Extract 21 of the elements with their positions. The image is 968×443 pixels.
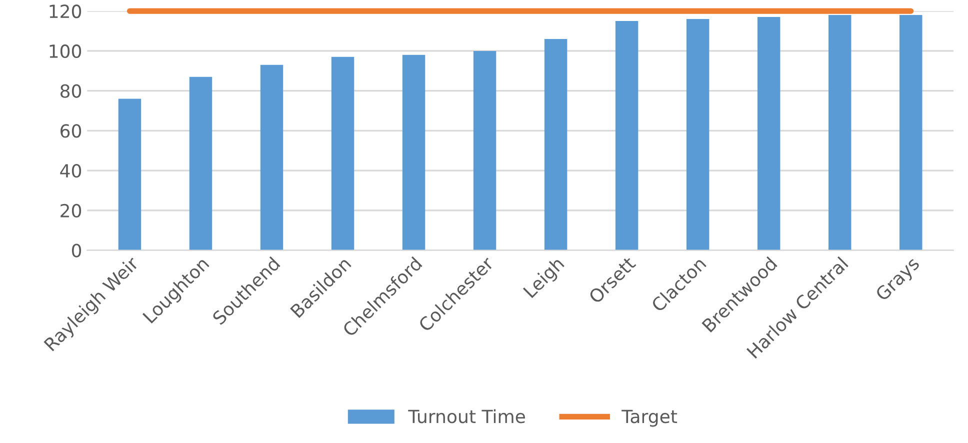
bar (473, 50, 496, 250)
bar (189, 76, 212, 250)
legend-label: Turnout Time (408, 409, 525, 424)
bar (828, 15, 852, 250)
y-tick-label: 20 (60, 204, 82, 218)
bar (900, 15, 922, 250)
y-tick-label: 60 (60, 124, 82, 138)
y-tick-label: 120 (50, 4, 82, 18)
bar (757, 17, 780, 250)
y-tick-label: 40 (60, 164, 82, 178)
y-tick-label: 80 (60, 84, 82, 98)
bar (331, 56, 354, 250)
y-tick-label: 0 (72, 244, 82, 258)
bar (615, 21, 638, 250)
bar (544, 38, 568, 250)
y-tick-label: 100 (50, 44, 82, 58)
legend-label: Target (622, 410, 678, 427)
bar (402, 54, 426, 250)
bar (260, 64, 284, 250)
bar (118, 98, 142, 250)
bar (686, 19, 710, 250)
